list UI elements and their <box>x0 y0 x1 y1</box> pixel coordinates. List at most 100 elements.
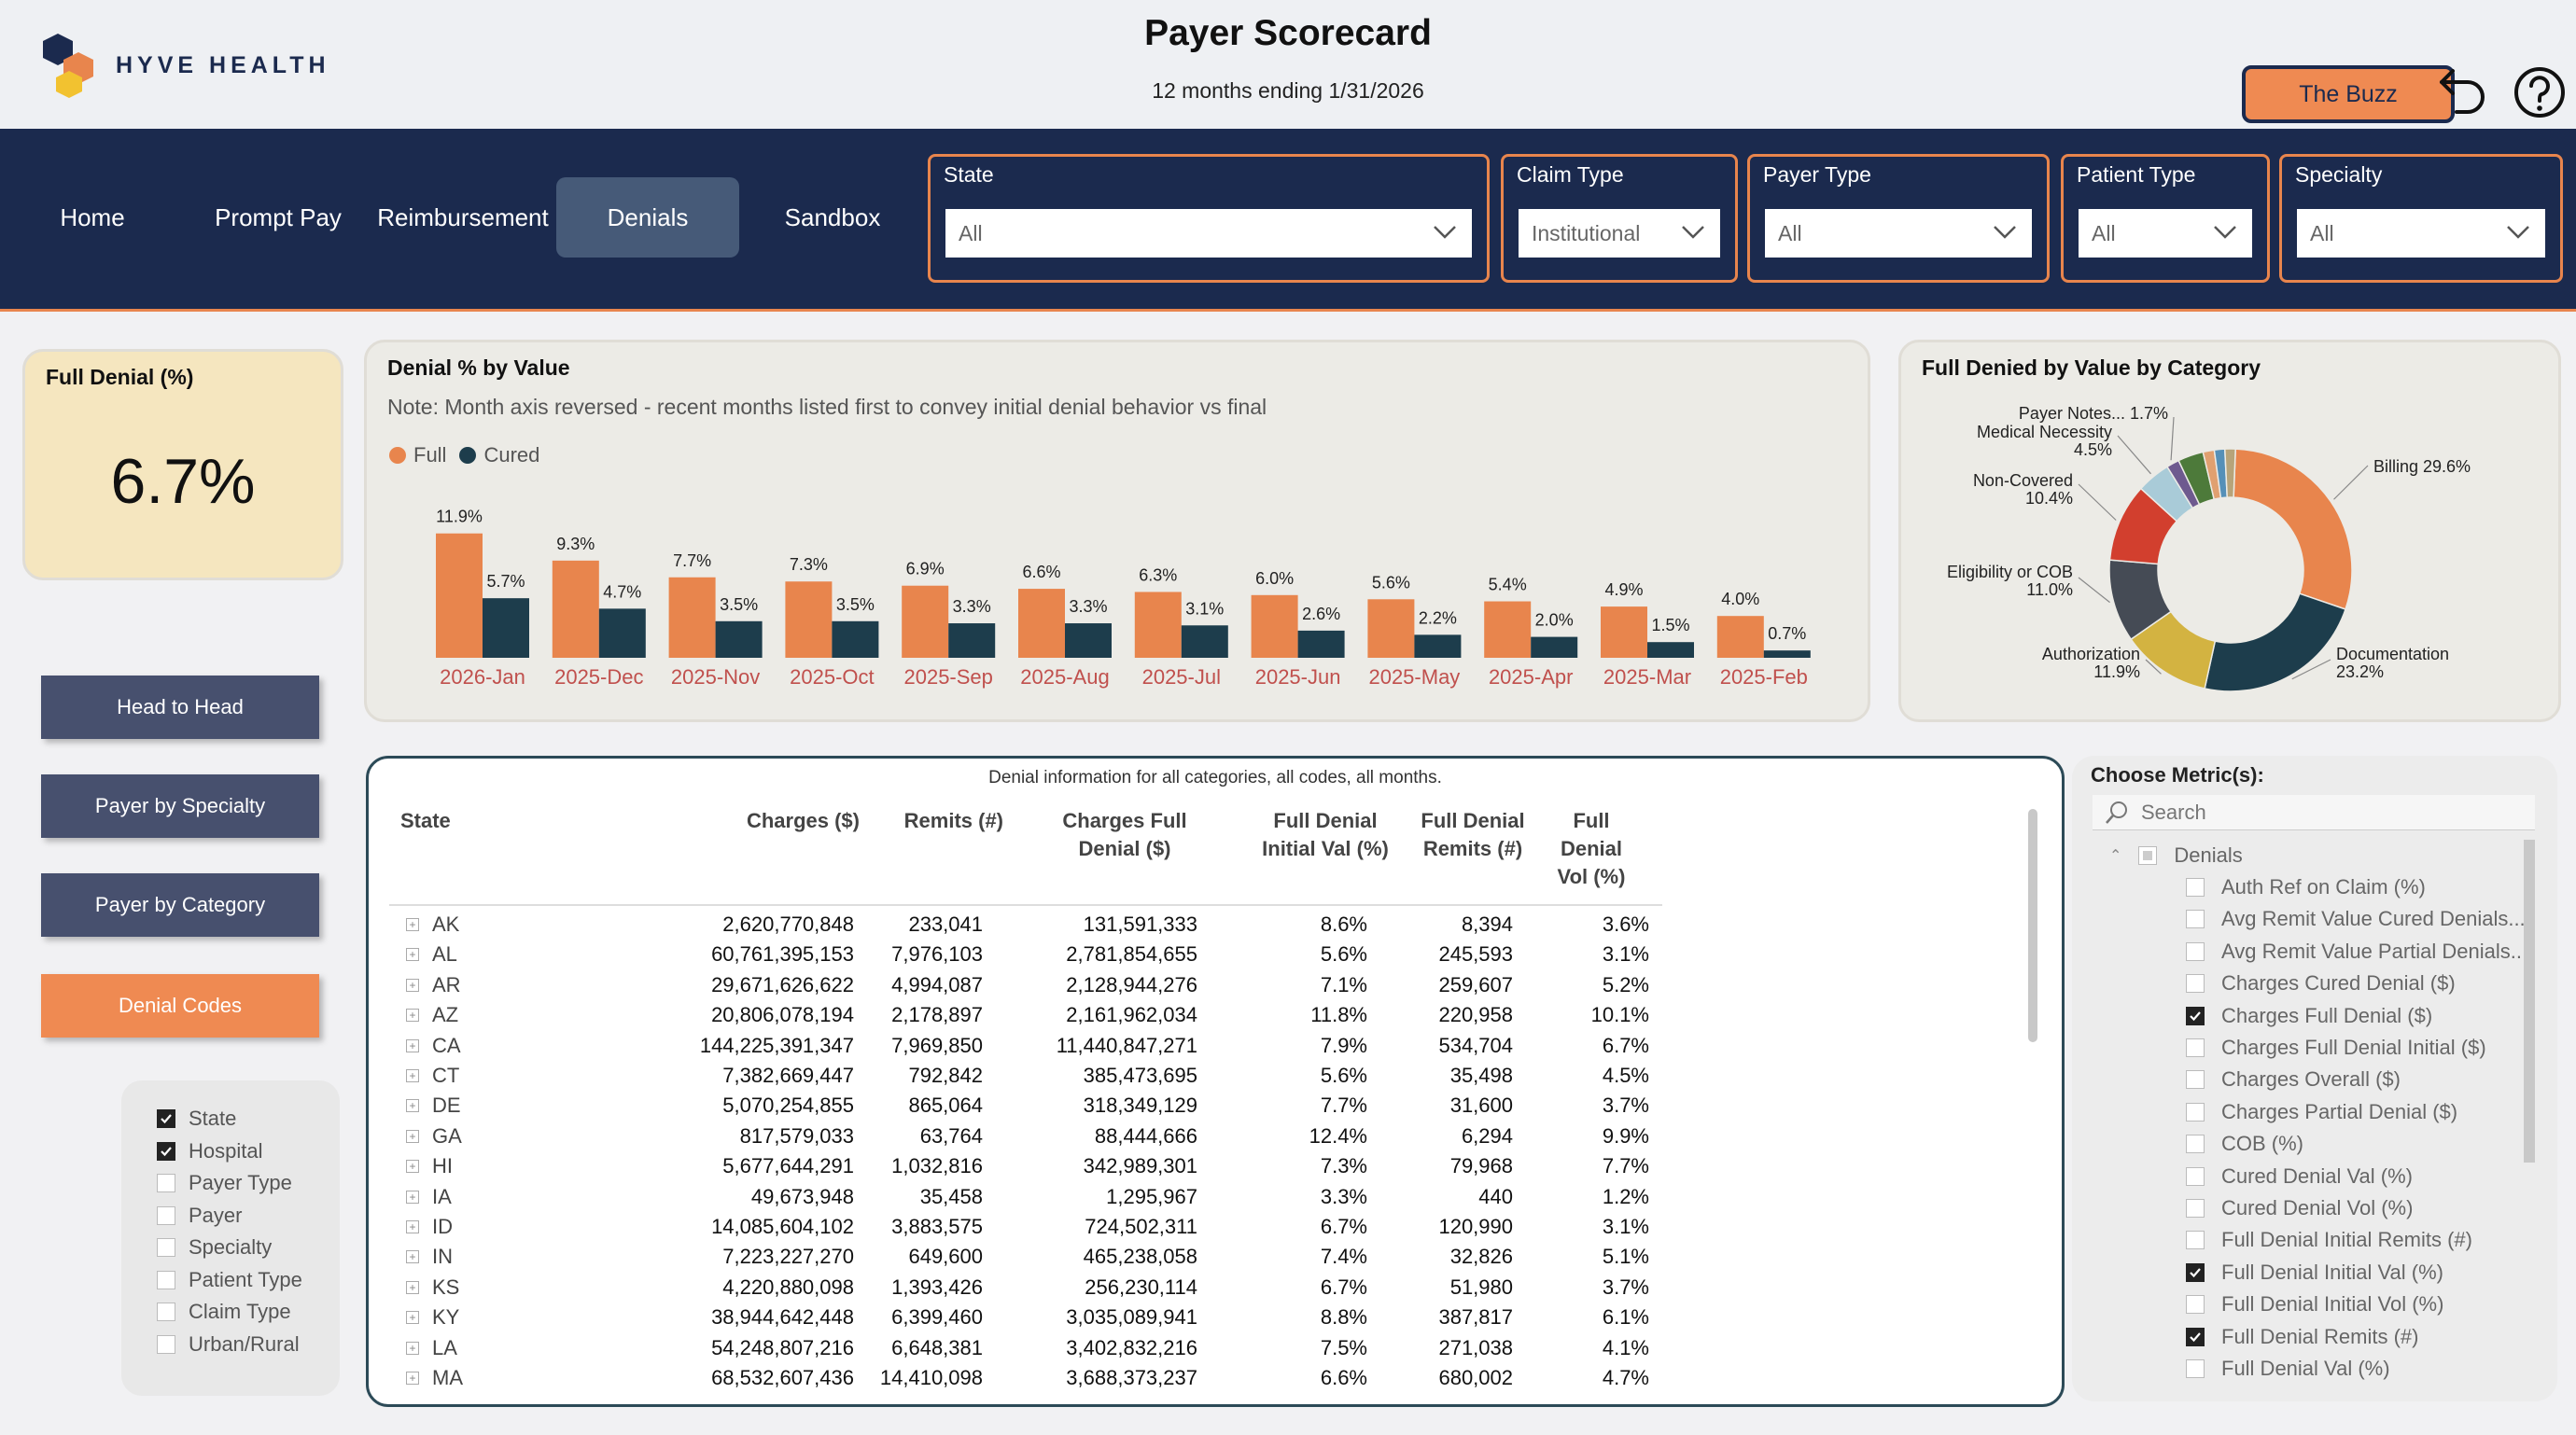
table-row[interactable]: + KY 38,944,642,448 6,399,460 3,035,089,941 8… <box>369 1303 1675 1333</box>
donut-slice-billing[interactable] <box>2233 448 2353 610</box>
expand-row-icon[interactable]: + <box>406 918 419 931</box>
expand-row-icon[interactable]: + <box>406 1038 419 1052</box>
bar-cured[interactable] <box>598 608 646 658</box>
checkbox-checked[interactable] <box>2186 1262 2205 1282</box>
dimension-option[interactable]: Payer <box>157 1204 242 1228</box>
metric-option[interactable]: Avg Remit Value Partial Denials... <box>2186 940 2527 964</box>
checkbox[interactable] <box>2186 941 2205 961</box>
column-header[interactable]: Charges Full Denial ($) <box>1022 807 1227 863</box>
expand-row-icon[interactable]: + <box>406 1190 419 1204</box>
metric-option[interactable]: Charges Partial Denial ($) <box>2186 1100 2457 1124</box>
column-header[interactable]: Full Denial Vol (%) <box>1535 807 1647 891</box>
expand-row-icon[interactable]: + <box>406 1311 419 1325</box>
bar-full[interactable] <box>1018 589 1065 658</box>
metric-option[interactable]: Charges Full Denial Initial ($) <box>2186 1036 2486 1060</box>
state-dropdown[interactable]: All <box>945 209 1472 258</box>
expand-row-icon[interactable]: + <box>406 1280 419 1294</box>
undo-arrow-icon[interactable] <box>2436 63 2488 119</box>
bar-cured[interactable] <box>1181 625 1228 658</box>
metric-option[interactable]: Charges Overall ($) <box>2186 1067 2401 1092</box>
bar-full[interactable] <box>1716 616 1764 658</box>
bar-full[interactable] <box>668 577 716 658</box>
the-buzz-button[interactable]: The Buzz <box>2242 65 2455 123</box>
checkbox[interactable] <box>2186 1199 2205 1218</box>
bar-full[interactable] <box>785 581 833 658</box>
nav-prompt-pay[interactable]: Prompt Pay <box>215 202 342 231</box>
table-row[interactable]: + AL 60,761,395,153 7,976,103 2,781,854,655 5… <box>369 940 1675 970</box>
dimension-option[interactable]: Hospital <box>157 1139 262 1163</box>
bar-full[interactable] <box>1484 601 1532 658</box>
dimension-option[interactable]: Payer Type <box>157 1171 292 1195</box>
checkbox[interactable] <box>2186 1070 2205 1090</box>
checkbox-checked[interactable] <box>2186 1327 2205 1346</box>
metric-option[interactable]: Charges Full Denial ($) <box>2186 1004 2432 1028</box>
bar-cured[interactable] <box>1065 623 1112 658</box>
metric-option[interactable]: Full Denial Initial Vol (%) <box>2186 1292 2443 1317</box>
table-row[interactable]: + HI 5,677,644,291 1,032,816 342,989,301 7.3%… <box>369 1152 1675 1182</box>
payer-by-category-button[interactable]: Payer by Category <box>41 873 319 937</box>
bar-cured[interactable] <box>483 598 529 658</box>
column-header[interactable]: Full Denial Initial Val (%) <box>1218 807 1433 863</box>
metric-search-input[interactable]: Search <box>2093 795 2535 830</box>
metric-scrollbar[interactable] <box>2524 840 2535 1163</box>
group-checkbox[interactable] <box>2138 846 2158 865</box>
bar-full[interactable] <box>902 585 949 658</box>
claim-type-dropdown[interactable]: Institutional <box>1519 209 1720 258</box>
nav-reimbursement[interactable]: Reimbursement <box>377 202 549 231</box>
checkbox[interactable] <box>2186 1102 2205 1122</box>
checkbox[interactable] <box>2186 1166 2205 1186</box>
donut-slice-other-4[interactable] <box>2223 448 2236 498</box>
bar-cured[interactable] <box>1531 636 1578 658</box>
column-header[interactable]: Charges ($) <box>690 807 860 835</box>
bar-full[interactable] <box>436 533 483 658</box>
metric-option[interactable]: Cured Denial Vol (%) <box>2186 1196 2413 1220</box>
bar-cured[interactable] <box>832 620 879 658</box>
expand-row-icon[interactable]: + <box>406 1341 419 1355</box>
checkbox[interactable] <box>2186 1295 2205 1315</box>
table-row[interactable]: + MA 68,532,607,436 14,410,098 3,688,373,237… <box>369 1364 1675 1394</box>
expand-row-icon[interactable]: + <box>406 1099 419 1113</box>
dimension-option[interactable]: Specialty <box>157 1235 272 1260</box>
dimension-option[interactable]: State <box>157 1107 236 1131</box>
payer-type-dropdown[interactable]: All <box>1765 209 2032 258</box>
patient-type-dropdown[interactable]: All <box>2079 209 2252 258</box>
expand-row-icon[interactable]: + <box>406 1069 419 1082</box>
bar-cured[interactable] <box>715 620 763 658</box>
metric-option[interactable]: Full Denial Val (%) <box>2186 1357 2390 1381</box>
checkbox[interactable] <box>157 1334 175 1354</box>
metric-option[interactable]: Avg Remit Value Cured Denials... <box>2186 907 2526 931</box>
checkbox-checked[interactable] <box>157 1141 175 1161</box>
table-row[interactable]: + AR 29,671,626,622 4,994,087 2,128,944,276 7… <box>369 971 1675 1001</box>
head-to-head-button[interactable]: Head to Head <box>41 676 319 739</box>
table-row[interactable]: + CT 7,382,669,447 792,842 385,473,695 5.6% 35… <box>369 1062 1675 1092</box>
table-row[interactable]: + ID 14,085,604,102 3,883,575 724,502,311 6.7… <box>369 1213 1675 1243</box>
dimension-option[interactable]: Claim Type <box>157 1300 291 1324</box>
expand-row-icon[interactable]: + <box>406 1160 419 1174</box>
payer-by-specialty-button[interactable]: Payer by Specialty <box>41 774 319 838</box>
checkbox[interactable] <box>157 1238 175 1257</box>
checkbox[interactable] <box>157 1270 175 1289</box>
column-header[interactable]: Remits (#) <box>873 807 1003 835</box>
bar-cured[interactable] <box>1647 642 1694 658</box>
checkbox[interactable] <box>2186 910 2205 929</box>
checkbox[interactable] <box>2186 1038 2205 1057</box>
checkbox-checked[interactable] <box>157 1109 175 1128</box>
table-row[interactable]: + GA 817,579,033 63,764 88,444,666 12.4% 6,294… <box>369 1122 1675 1152</box>
checkbox[interactable] <box>2186 1359 2205 1378</box>
bar-full[interactable] <box>552 560 599 658</box>
expand-row-icon[interactable]: + <box>406 1009 419 1023</box>
checkbox[interactable] <box>157 1205 175 1225</box>
nav-home[interactable]: Home <box>60 202 125 231</box>
table-row[interactable]: + AK 2,620,770,848 233,041 131,591,333 8.6% 8,… <box>369 911 1675 940</box>
denial-codes-button[interactable]: Denial Codes <box>41 974 319 1038</box>
metric-option[interactable]: Auth Ref on Claim (%) <box>2186 875 2426 899</box>
checkbox[interactable] <box>157 1303 175 1321</box>
table-row[interactable]: + KS 4,220,880,098 1,393,426 256,230,114 6.7%… <box>369 1274 1675 1303</box>
table-row[interactable]: + IN 7,223,227,270 649,600 465,238,058 7.4% 32… <box>369 1243 1675 1273</box>
bar-cured[interactable] <box>1297 630 1345 658</box>
bar-full[interactable] <box>1367 599 1415 658</box>
expand-row-icon[interactable]: + <box>406 1372 419 1385</box>
nav-denials[interactable]: Denials <box>556 177 739 258</box>
dimension-option[interactable]: Patient Type <box>157 1268 302 1292</box>
bar-full[interactable] <box>1134 592 1182 658</box>
